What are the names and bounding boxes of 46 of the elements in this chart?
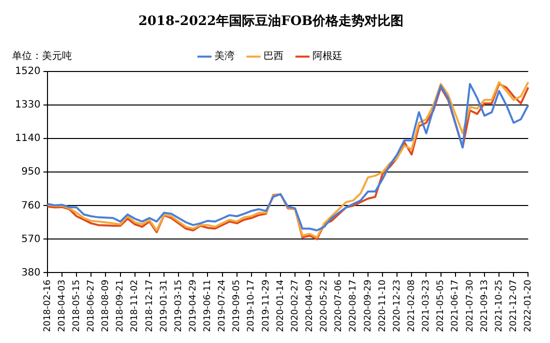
legend-label: 巴西: [264, 51, 284, 62]
x-tick-label: 2021-12-07: [508, 280, 519, 332]
x-tick-label: 2019-06-11: [203, 280, 214, 332]
x-tick-label: 2019-10-17: [246, 280, 257, 332]
y-tick-label: 1330: [14, 100, 40, 111]
x-tick-label: 2020-07-06: [334, 279, 344, 332]
x-tick-label: 2020-12-23: [392, 280, 402, 332]
x-tick-label: 2018-08-09: [101, 279, 112, 332]
legend-label: 阿根廷: [312, 50, 342, 62]
x-tick-label: 2021-02-08: [407, 279, 417, 332]
x-tick-label: 2018-11-02: [130, 280, 140, 332]
y-tick-label: 1520: [14, 66, 40, 78]
legend-label: 美湾: [214, 50, 234, 62]
x-tick-label: 2021-06-17: [450, 280, 461, 332]
x-tick-label: 2020-08-17: [348, 280, 359, 332]
y-axis-title: 单位：美元吨: [12, 50, 72, 62]
x-tick-label: 2020-02-27: [290, 280, 300, 332]
x-tick-label: 2020-01-14: [276, 279, 286, 332]
x-tick-label: 2019-11-29: [261, 279, 272, 332]
x-tick-label: 2020-11-10: [378, 279, 388, 332]
x-tick-label: 2018-06-27: [86, 280, 96, 332]
x-tick-label: 2018-05-15: [72, 280, 82, 332]
x-tick-label: 2021-03-23: [422, 280, 432, 332]
x-tick-label: 2021-05-05: [436, 280, 446, 332]
x-tick-label: 2019-01-31: [159, 280, 170, 332]
x-tick-label: 2018-02-16: [42, 279, 53, 332]
x-tick-label: 2020-04-09: [305, 279, 316, 332]
x-tick-label: 2020-05-22: [320, 280, 330, 332]
x-tick-label: 2019-04-29: [188, 279, 198, 332]
y-tick-label: 1140: [14, 133, 40, 144]
x-tick-label: 2021-10-25: [494, 280, 504, 332]
y-tick-label: 760: [21, 200, 40, 212]
x-tick-label: 2021-07-30: [465, 279, 476, 332]
x-tick-label: 2018-09-21: [116, 280, 126, 332]
chart-title: 2018-2022年国际豆油FOB价格走势对比图: [138, 13, 404, 30]
y-tick-label: 570: [21, 234, 40, 245]
x-tick-label: 2021-09-13: [480, 280, 490, 332]
x-tick-label: 2018-04-03: [57, 280, 68, 332]
x-tick-label: 2018-12-17: [144, 280, 155, 332]
x-tick-label: 2022-01-20: [524, 279, 534, 332]
y-tick-label: 380: [21, 267, 40, 278]
x-tick-label: 2019-07-24: [218, 279, 228, 332]
x-tick-label: 2020-09-29: [363, 279, 374, 332]
y-tick-label: 950: [21, 166, 40, 178]
x-tick-label: 2019-09-05: [232, 280, 242, 332]
x-tick-label: 2019-03-15: [174, 280, 184, 332]
